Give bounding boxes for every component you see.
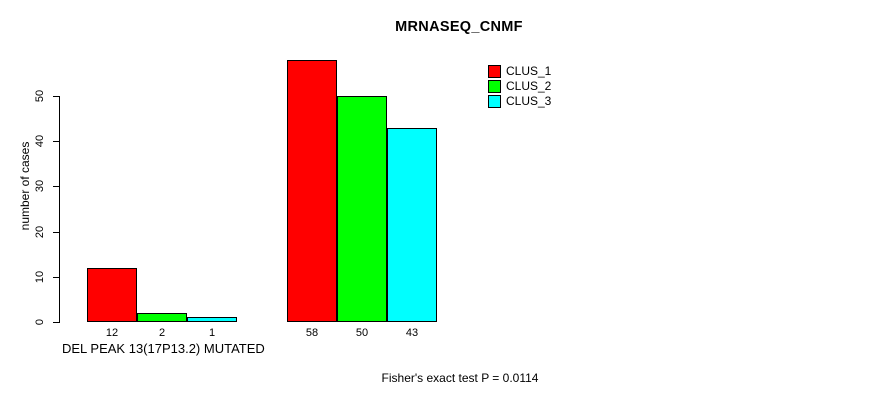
y-axis-tick (53, 141, 59, 142)
bar-clus-3-group-1 (187, 317, 237, 322)
chart-title: MRNASEQ_CNMF (395, 19, 523, 35)
y-axis-tick-label: 50 (34, 89, 46, 103)
bar-clus-3-group-2 (387, 128, 437, 322)
y-axis-tick (53, 186, 59, 187)
y-axis-tick-label: 30 (34, 179, 46, 193)
bar-clus-1-group-2 (287, 60, 337, 322)
bar-value-label: 58 (305, 327, 319, 339)
y-axis-tick (53, 96, 59, 97)
bar-value-label: 43 (405, 327, 419, 339)
x-axis-group-label: DEL PEAK 13(17P13.2) MUTATED (62, 341, 265, 356)
legend-item-clus-2: CLUS_2 (488, 79, 551, 94)
y-axis-tick-label: 20 (34, 225, 46, 239)
y-axis-line (59, 96, 60, 323)
bar-value-label: 12 (105, 327, 119, 339)
y-axis-tick (53, 277, 59, 278)
y-axis-tick (53, 232, 59, 233)
bar-clus-2-group-1 (137, 313, 187, 322)
legend: CLUS_1 CLUS_2 CLUS_3 (488, 64, 551, 109)
fisher-test-annotation: Fisher's exact test P = 0.0114 (381, 371, 539, 385)
legend-swatch-clus-2 (488, 80, 501, 93)
legend-label-clus-1: CLUS_1 (506, 64, 552, 78)
legend-label-clus-3: CLUS_3 (506, 94, 552, 108)
bar-clus-1-group-1 (87, 268, 137, 322)
y-axis-tick (53, 322, 59, 323)
bar-value-label: 2 (158, 327, 166, 339)
y-axis-tick-label: 0 (34, 318, 46, 326)
legend-swatch-clus-3 (488, 95, 501, 108)
y-axis-tick-label: 40 (34, 134, 46, 148)
legend-label-clus-2: CLUS_2 (506, 79, 552, 93)
y-axis-label: number of cases (18, 141, 32, 231)
bar-value-label: 1 (208, 327, 216, 339)
y-axis-tick-label: 10 (34, 270, 46, 284)
bar-clus-2-group-2 (337, 96, 387, 322)
bar-value-label: 50 (355, 327, 369, 339)
legend-item-clus-1: CLUS_1 (488, 64, 551, 79)
legend-swatch-clus-1 (488, 65, 501, 78)
legend-item-clus-3: CLUS_3 (488, 94, 551, 109)
